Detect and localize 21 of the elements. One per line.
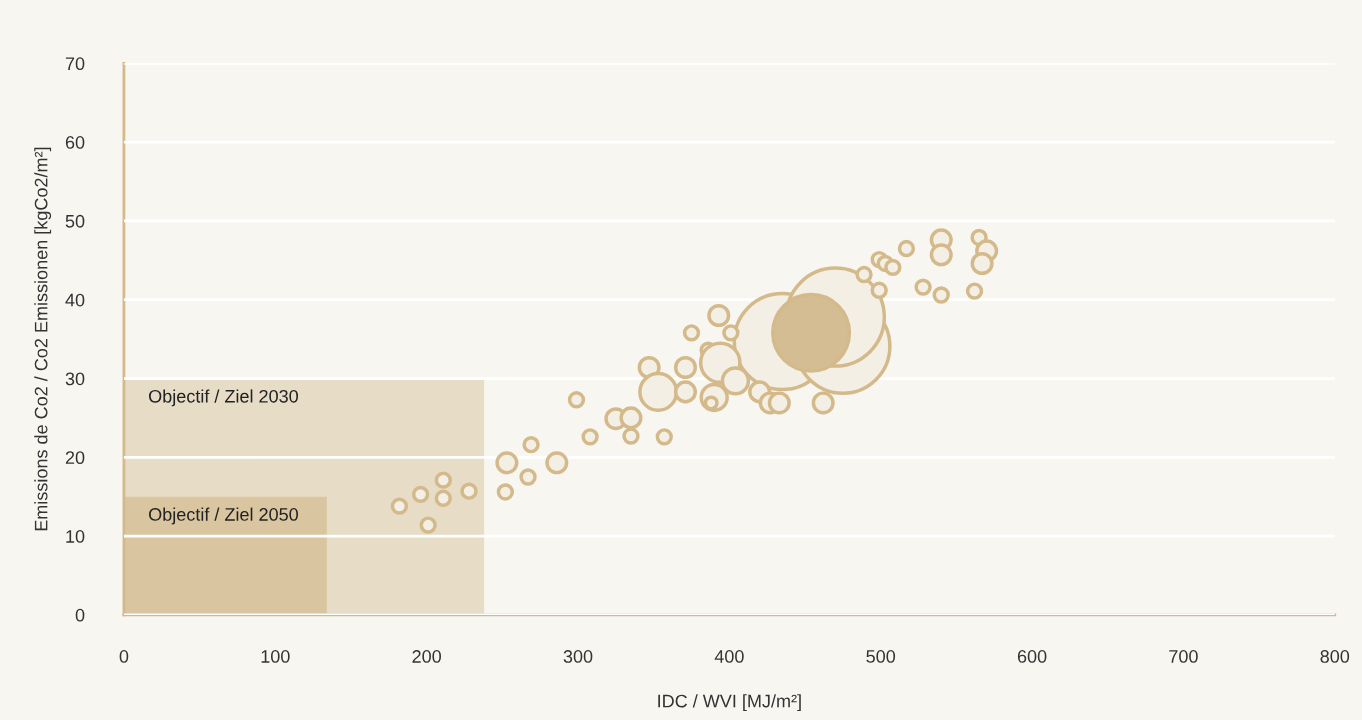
x-tick-label: 0 [119,650,129,663]
x-tick-label: 700 [1169,650,1198,663]
y-tick-label: 50 [65,214,85,228]
y-tick-label: 20 [65,451,85,465]
x-tick-label: 500 [866,650,896,663]
y-tick-label: 10 [66,530,85,543]
x-tick-label: 600 [1017,650,1047,663]
y-tick-label: 30 [65,372,85,386]
x-tick-label: 400 [714,650,744,663]
x-tick-label: 800 [1320,650,1350,663]
y-tick-label: 40 [65,293,85,307]
x-tick-label: 100 [261,650,290,663]
series-label: Objectif / Ziel 2030 [149,389,298,407]
x-tick-label: 300 [563,650,593,663]
x-tick-label: 200 [412,650,441,663]
y-tick-label: 60 [65,136,85,149]
series-label: Objectif / Ziel 2050 [149,507,298,525]
y-axis-title: Emissions de Co2 / Co2 Emissionen [kgCo2/m²] [34,147,52,531]
y-tick-label: 0 [75,608,85,622]
x-axis-title: IDC / WVI [MJ/m²] [658,694,801,712]
y-tick-label: 70 [65,57,85,71]
